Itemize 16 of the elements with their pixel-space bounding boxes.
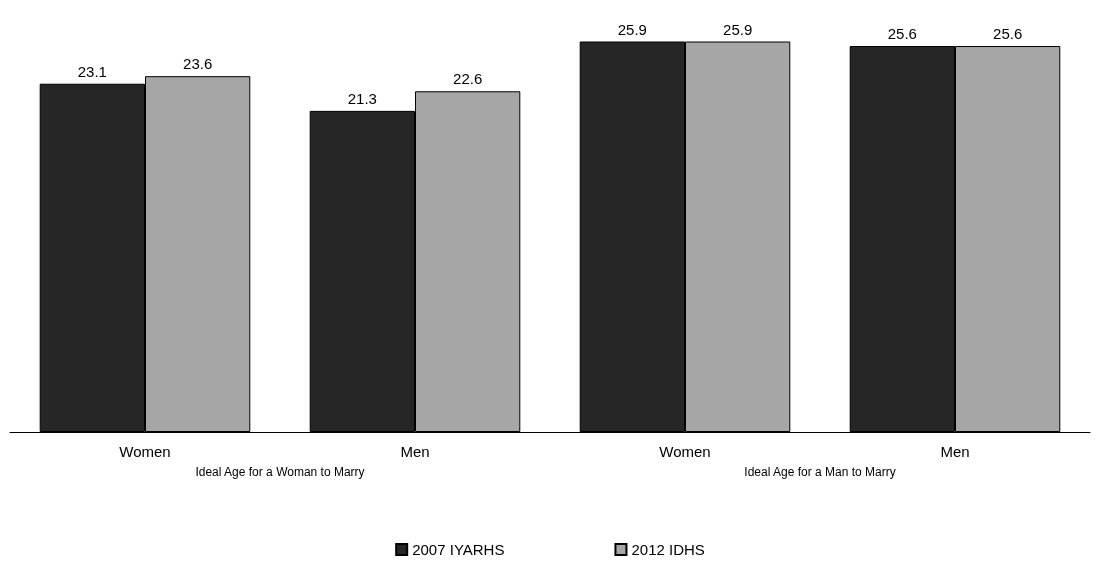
data-label: 25.9 [723, 20, 753, 38]
text: Ideal Age for a Woman to Marry [195, 465, 365, 479]
x-tick-label: Women [119, 443, 171, 460]
x-tick-label: Women [659, 443, 711, 460]
data-label: 23.1 [77, 62, 107, 80]
x-tick-label: Men [940, 443, 970, 460]
x-tick-label: Men [400, 443, 430, 460]
data-label: 22.6 [453, 70, 483, 88]
text: Ideal Age for a Man to Marry [744, 465, 896, 479]
data-label: 25.6 [993, 25, 1023, 43]
legend-label: 2012 IDHS [631, 541, 705, 558]
data-label: 25.9 [617, 20, 647, 38]
data-label: 21.3 [347, 89, 377, 107]
data-label: 23.6 [183, 55, 213, 73]
legend-label: 2007 IYARHS [412, 541, 505, 558]
data-label: 25.6 [887, 25, 917, 43]
